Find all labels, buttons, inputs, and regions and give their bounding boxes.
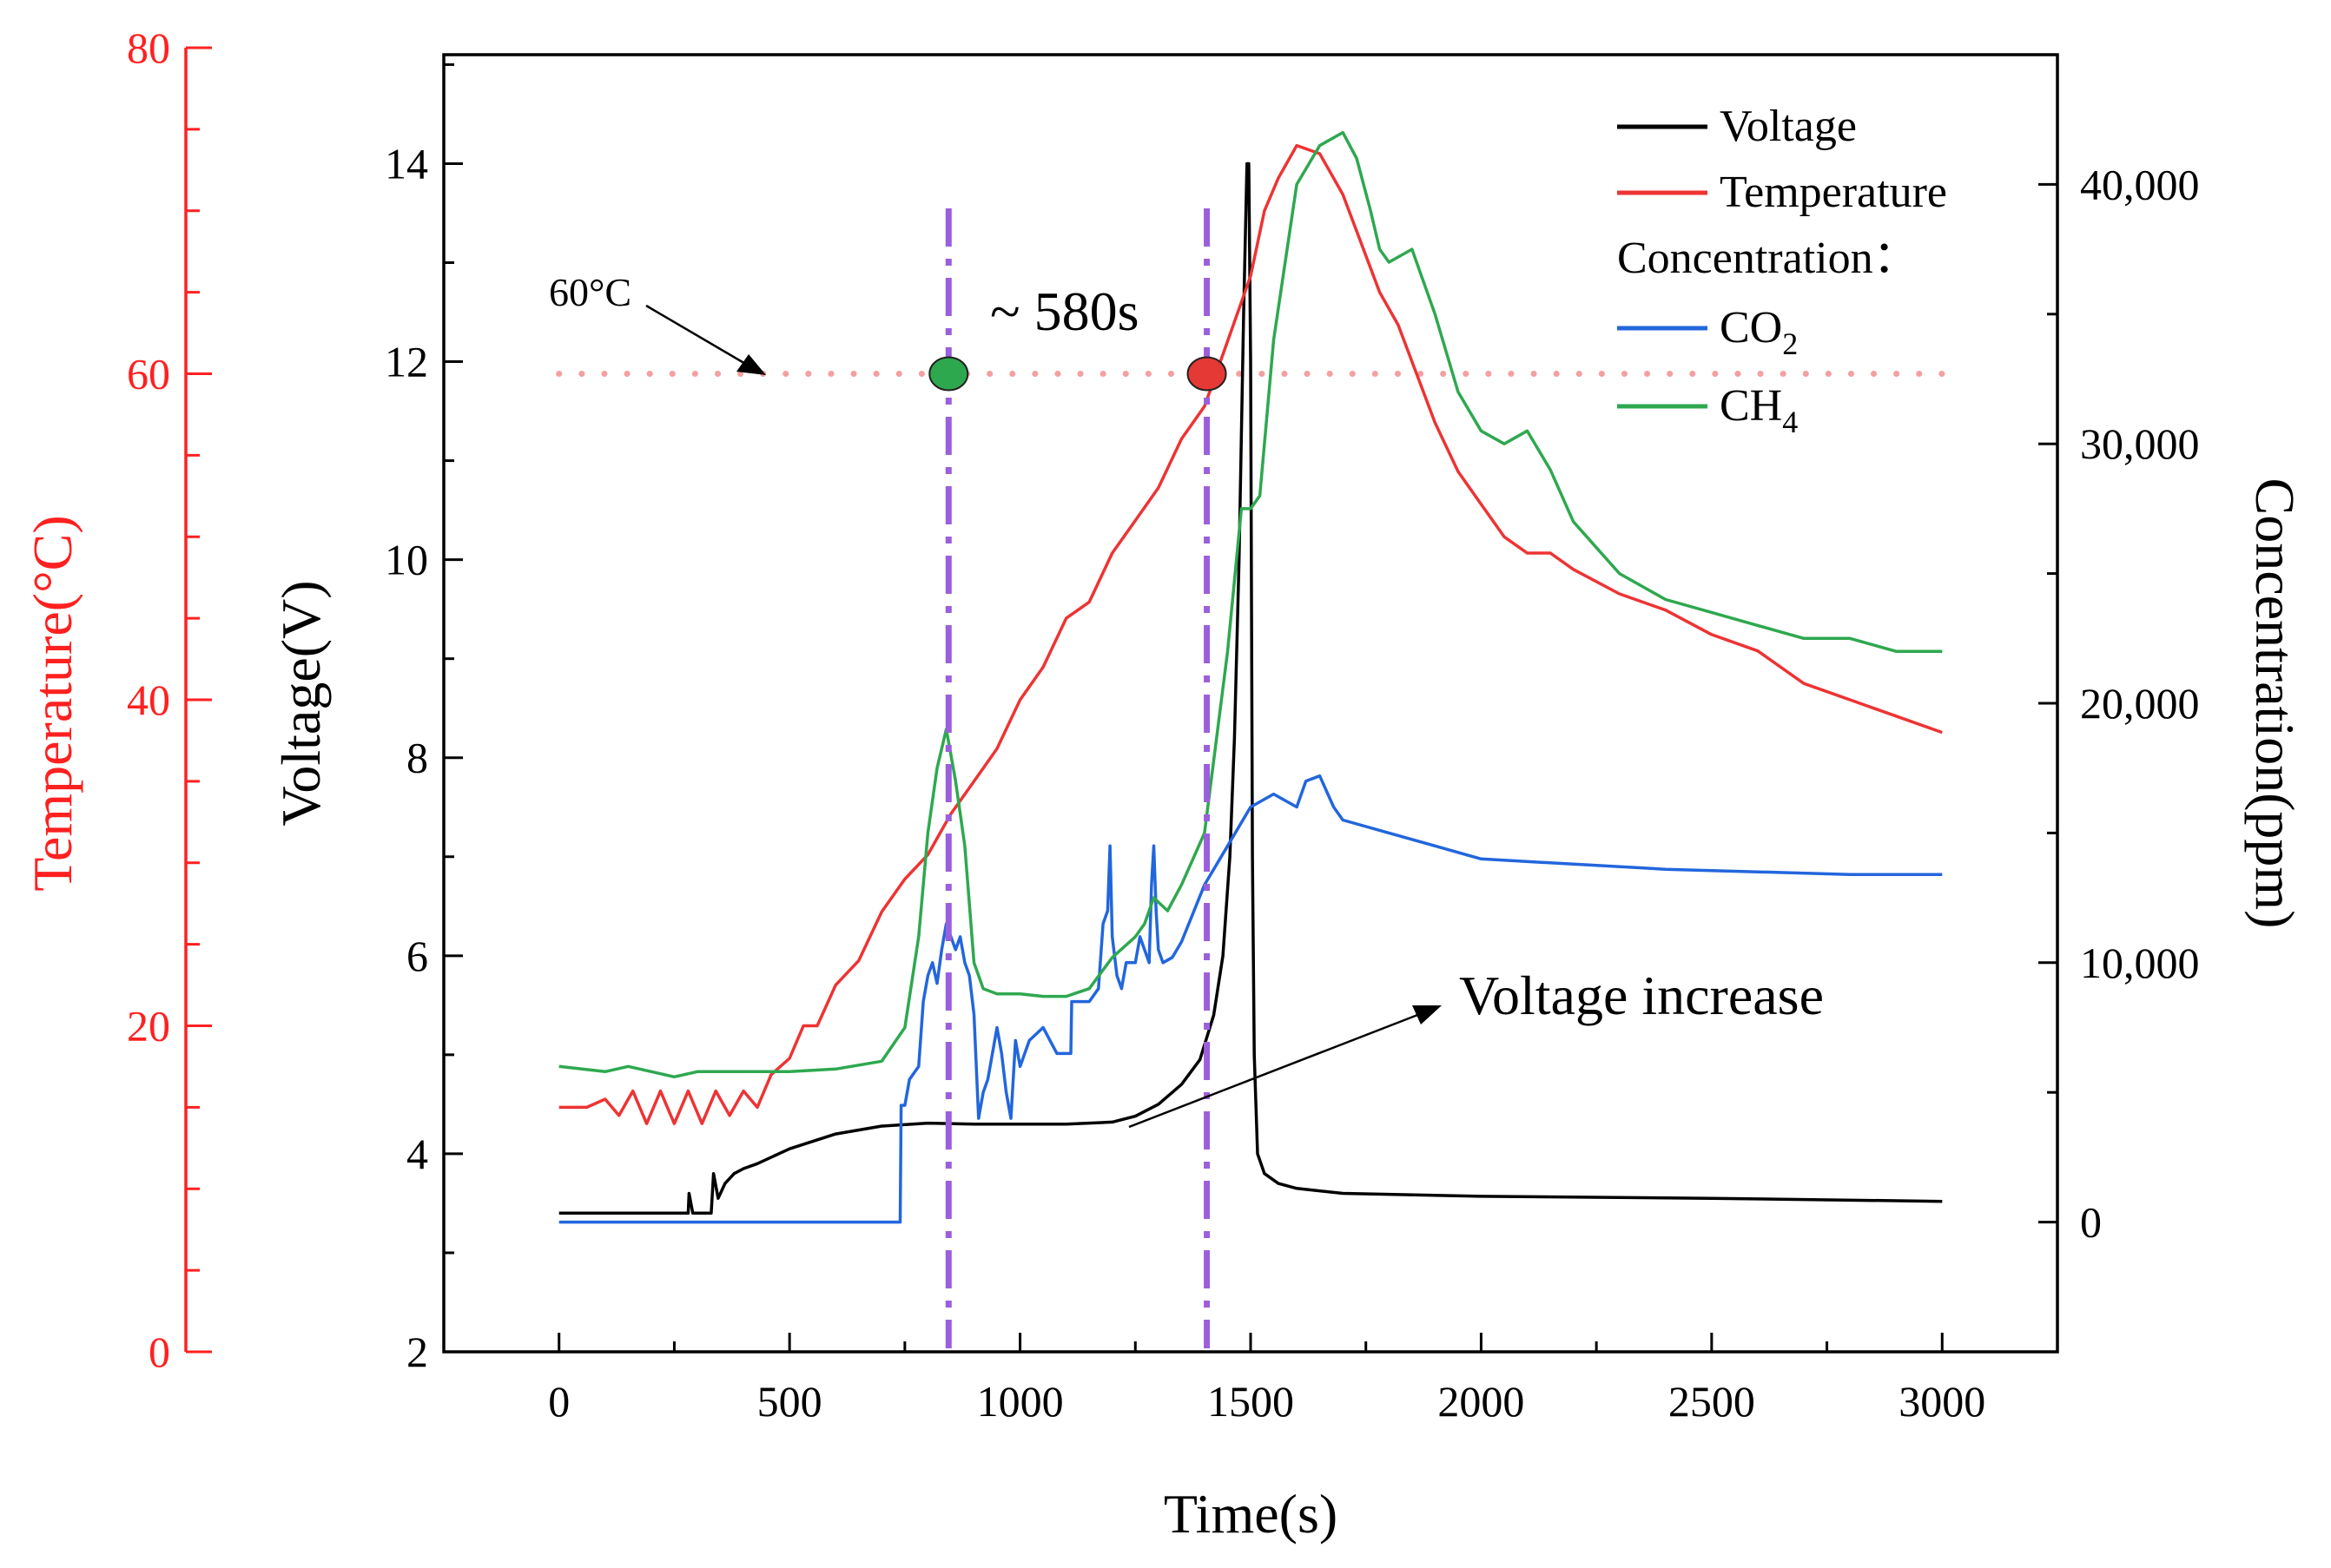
x-tick-label: 2000 (1437, 1377, 1524, 1426)
x-tick-label: 2500 (1668, 1377, 1755, 1426)
legend-label-co2-sub: 2 (1782, 326, 1798, 361)
voltage-tick-label: 8 (406, 734, 428, 782)
concentration-axis: 0 10,000 20,000 30,000 40,000 (2038, 53, 2200, 1354)
marker-ch4-onset (928, 356, 969, 392)
legend-label-temperature: Temperature (1720, 168, 1947, 217)
legend-label-ch4-main: CH (1720, 381, 1782, 431)
legend-label-co2: CO2 (1720, 303, 1798, 361)
x-axis-title: Time(s) (1164, 1483, 1337, 1545)
temperature-axis: 0 20 40 60 80 (127, 23, 212, 1376)
temperature-tick-label: 80 (127, 23, 170, 72)
voltage-axis-title: Voltage(V) (270, 580, 332, 826)
voltage-increase-arrow-line (1128, 1011, 1425, 1129)
voltage-tick-label: 12 (385, 338, 428, 386)
concentration-tick-label: 0 (2080, 1198, 2102, 1247)
legend-label-co2-main: CO (1720, 303, 1782, 352)
marker-temp-60c (1186, 356, 1227, 392)
concentration-tick-label: 30,000 (2080, 419, 2200, 468)
series-temperature-line (558, 143, 1943, 1125)
vertical-lines-layer (945, 208, 1211, 1348)
temperature-axis-title: Temperature(°C) (22, 515, 83, 891)
concentration-tick-label: 10,000 (2080, 939, 2200, 987)
temperature-tick-label: 20 (127, 1002, 170, 1051)
temperature-tick-label: 60 (127, 350, 170, 399)
legend: Voltage Temperature Concentration： CO2 C… (1617, 102, 1947, 439)
x-axis: 0 500 1000 1500 2000 2500 3000 (442, 1333, 2059, 1426)
series-voltage-line (558, 161, 1943, 1216)
series-ch4-line (558, 130, 1943, 1079)
temperature-tick-label: 40 (127, 675, 170, 724)
reference-arrow-head (736, 354, 766, 375)
x-tick-label: 1000 (977, 1377, 1064, 1426)
interval-label: ~ 580s (990, 280, 1139, 342)
legend-label-ch4-sub: 4 (1782, 405, 1798, 439)
concentration-tick-label: 40,000 (2080, 160, 2200, 208)
voltage-increase-label: Voltage increase (1459, 965, 1824, 1026)
x-tick-label: 1500 (1207, 1377, 1294, 1426)
reference-arrow-line (645, 304, 748, 366)
series-layer (558, 130, 1943, 1224)
legend-label-concentration: Concentration： (1617, 234, 1918, 283)
concentration-axis-title: Concentration(ppm) (2244, 478, 2306, 929)
voltage-tick-label: 6 (406, 932, 428, 980)
markers-layer (928, 356, 1227, 392)
reference-label: 60°C (549, 270, 631, 314)
x-tick-label: 3000 (1898, 1377, 1985, 1426)
voltage-axis: 2 4 6 8 10 12 14 (385, 63, 463, 1376)
legend-label-voltage: Voltage (1720, 102, 1857, 151)
voltage-tick-label: 4 (406, 1130, 428, 1178)
voltage-tick-label: 10 (385, 536, 428, 584)
x-tick-label: 0 (548, 1377, 570, 1426)
voltage-tick-label: 2 (406, 1328, 428, 1376)
x-tick-label: 500 (757, 1377, 822, 1426)
legend-label-ch4: CH4 (1720, 381, 1798, 439)
concentration-tick-label: 20,000 (2080, 679, 2200, 728)
voltage-tick-label: 14 (385, 139, 428, 188)
temperature-tick-label: 0 (149, 1328, 170, 1376)
voltage-increase-arrow-head (1412, 1005, 1442, 1024)
